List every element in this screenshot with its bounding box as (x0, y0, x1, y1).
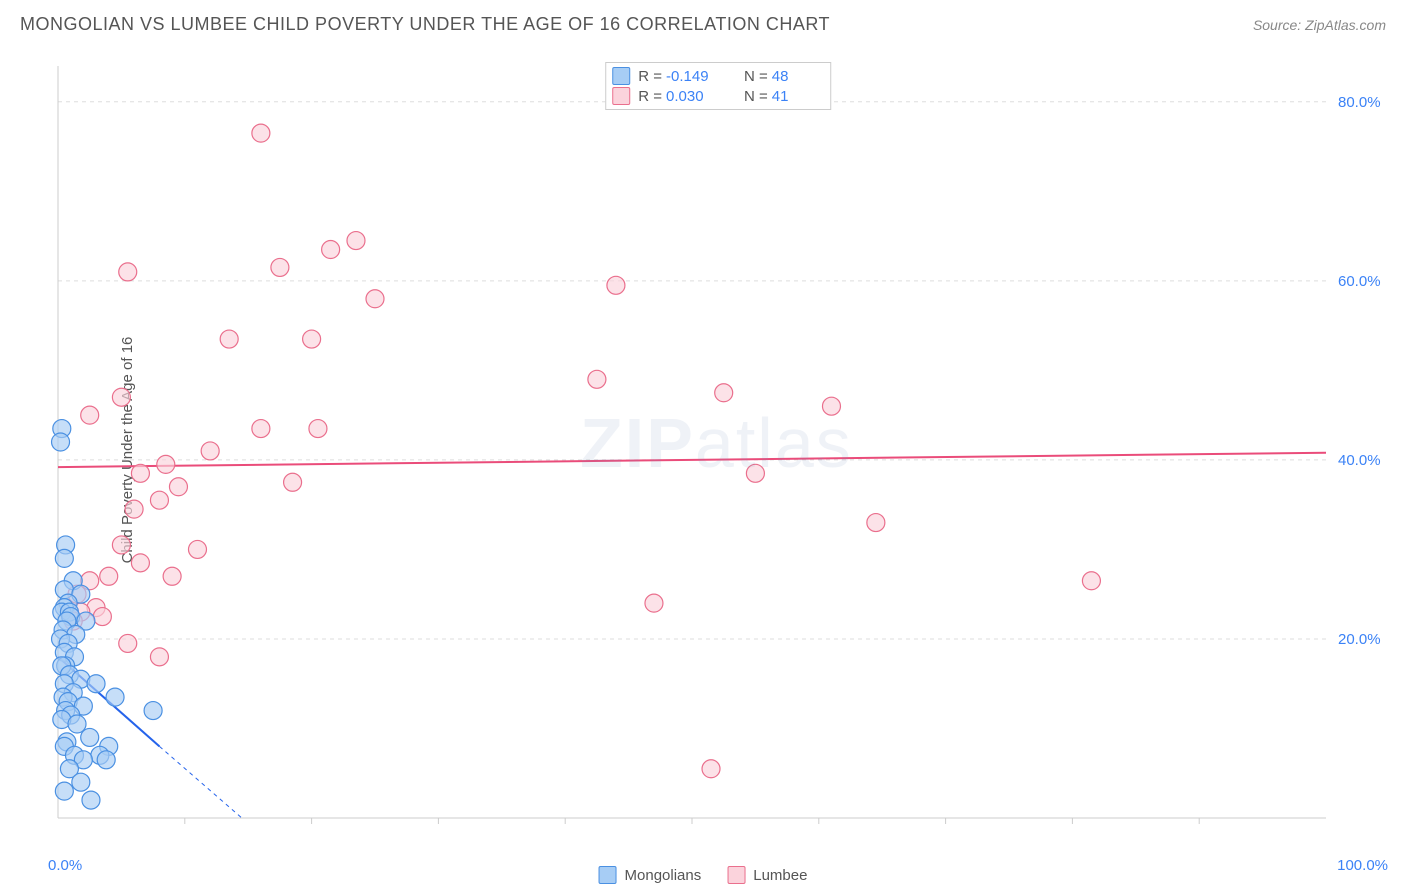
swatch-lumbee (612, 87, 630, 105)
scatter-plot: 20.0% 40.0% 60.0% 80.0% (50, 58, 1386, 842)
legend-item-lumbee: Lumbee (727, 866, 807, 884)
svg-text:20.0%: 20.0% (1338, 631, 1381, 648)
legend-item-mongolians: Mongolians (599, 866, 702, 884)
svg-text:60.0%: 60.0% (1338, 273, 1381, 290)
swatch-icon (599, 866, 617, 884)
x-axis-max-label: 100.0% (1337, 857, 1388, 874)
swatch-mongolians (612, 67, 630, 85)
x-axis-min-label: 0.0% (48, 857, 82, 874)
source-attribution: Source: ZipAtlas.com (1253, 17, 1386, 33)
swatch-icon (727, 866, 745, 884)
legend-row-mongolians: R =-0.149 N =48 (612, 66, 820, 86)
svg-text:40.0%: 40.0% (1338, 452, 1381, 469)
correlation-legend: R =-0.149 N =48 R =0.030 N =41 (605, 62, 831, 110)
legend-row-lumbee: R =0.030 N =41 (612, 86, 820, 106)
series-legend: Mongolians Lumbee (599, 866, 808, 884)
chart-area: Child Poverty Under the Age of 16 20.0%4… (50, 58, 1386, 842)
chart-title: MONGOLIAN VS LUMBEE CHILD POVERTY UNDER … (20, 14, 830, 35)
svg-text:80.0%: 80.0% (1338, 94, 1381, 111)
